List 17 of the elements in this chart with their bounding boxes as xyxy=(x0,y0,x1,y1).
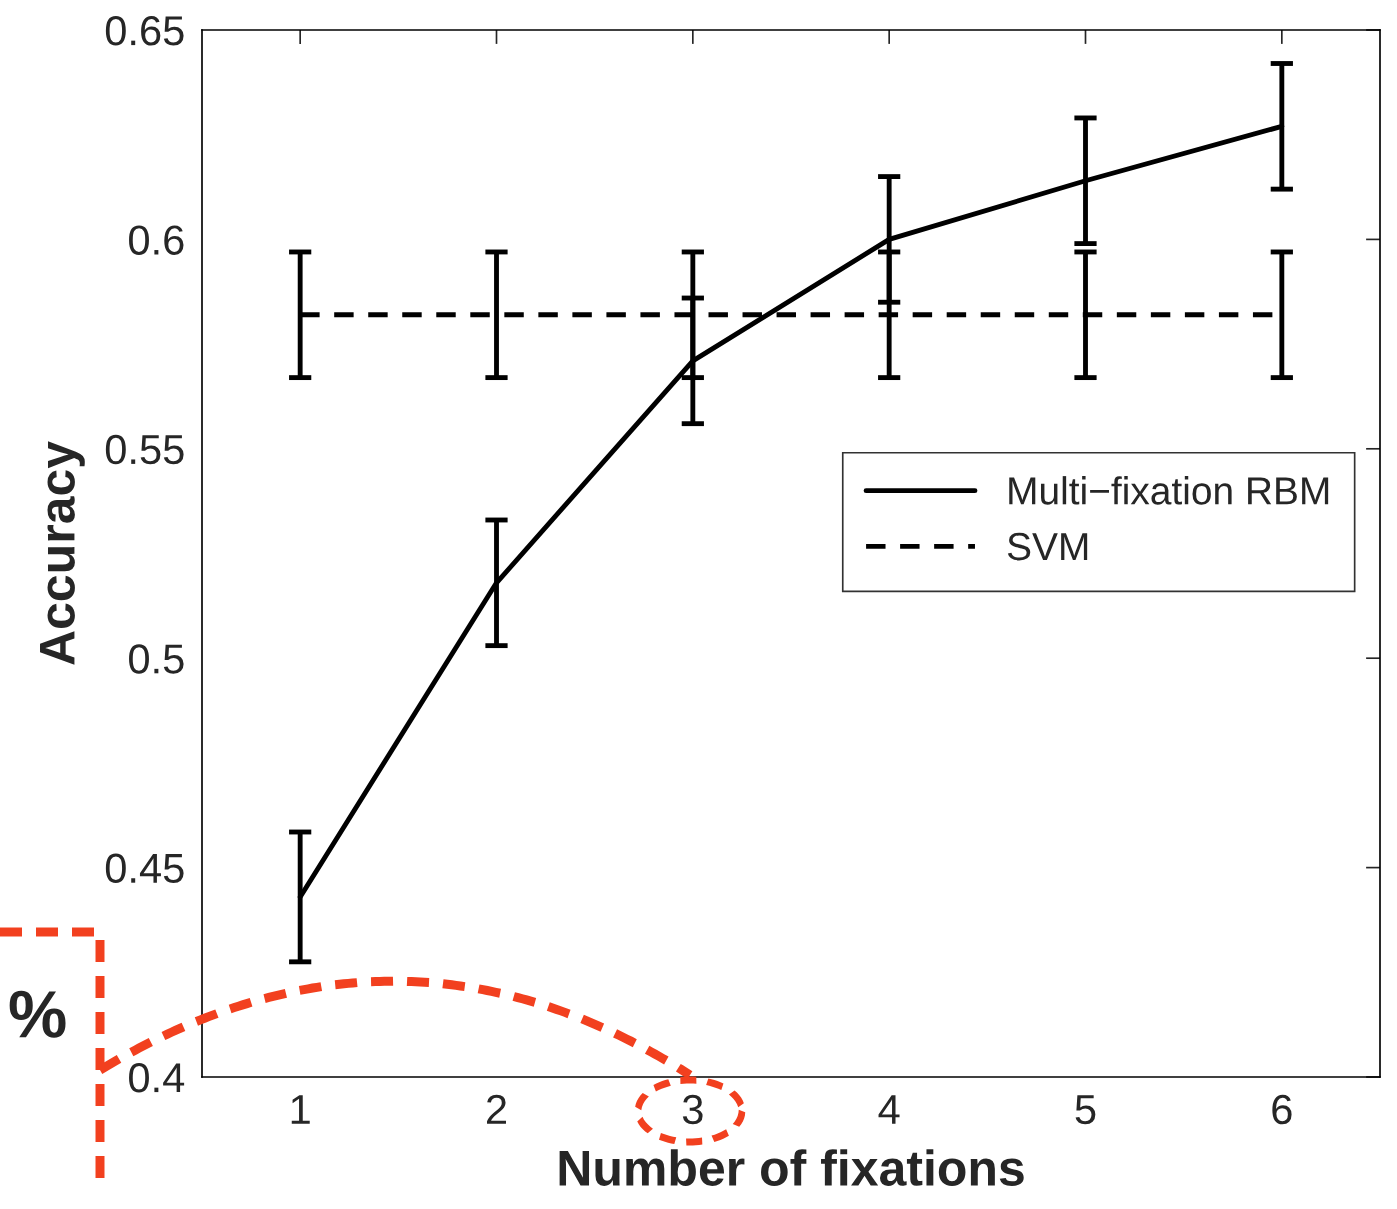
y-tick-label: 0.45 xyxy=(105,853,184,884)
y-tick-label: 0.4 xyxy=(129,1063,185,1093)
x-axis-title: Number of fixations xyxy=(559,1149,1024,1186)
legend-label: Multi−fixation RBM xyxy=(1009,476,1329,505)
legend-label: SVM xyxy=(1007,532,1088,561)
text: % xyxy=(9,990,66,1038)
x-tick-label: 5 xyxy=(1075,1095,1096,1125)
x-tick-label: 4 xyxy=(878,1095,900,1124)
y-axis-title: Accuracy xyxy=(40,441,85,665)
x-tick-label: 1 xyxy=(291,1095,310,1124)
y-tick-label: 0.65 xyxy=(105,16,184,46)
x-tick-label: 3 xyxy=(682,1094,703,1125)
y-tick-label: 0.55 xyxy=(105,434,184,465)
x-tick-label: 6 xyxy=(1272,1094,1292,1125)
x-tick-label: 2 xyxy=(487,1094,506,1124)
y-tick-label: 0.6 xyxy=(129,225,184,255)
y-tick-label: 0.5 xyxy=(129,644,184,674)
